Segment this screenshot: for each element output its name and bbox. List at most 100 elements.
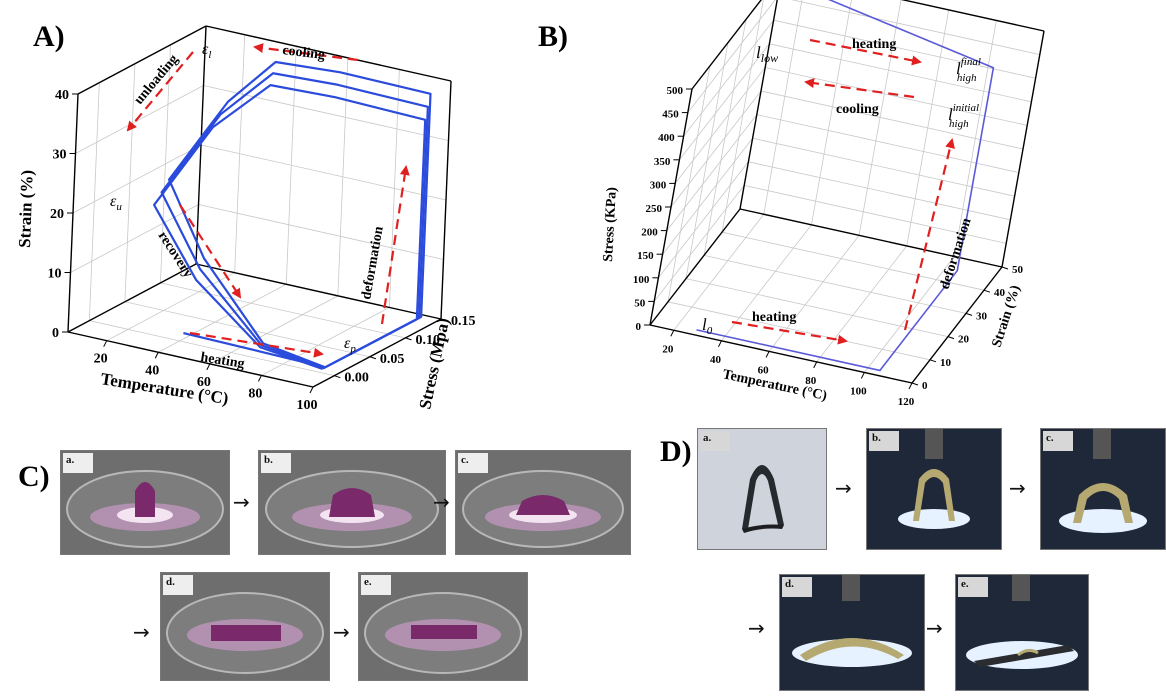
arrow-right: → [133,620,150,644]
photo-c-d: d. [160,572,330,681]
grid-line [673,214,765,331]
axis-line [195,25,207,265]
grid-line [756,114,1019,173]
label-epsilon-p: εp [344,335,356,355]
grid-line [674,67,766,184]
y-tick [983,289,991,293]
grid-line [721,231,985,291]
grid-line [667,301,931,361]
arrow-right: → [433,490,450,514]
grid-line [816,245,908,363]
x-tick-label: 120 [898,396,915,408]
z-tick-label: 0 [636,321,642,333]
label-cooling-b: cooling [836,102,879,117]
grid-line [200,144,447,201]
y-tick-label: 0.05 [380,352,405,367]
photo-c-b: b. [258,450,446,555]
y-tick [929,359,937,363]
photo-label: d. [782,577,812,597]
grid-line [261,307,390,376]
photo-label: e. [958,577,988,597]
axis-line [739,208,1003,268]
axis-line [195,263,442,320]
x-tick [154,352,159,359]
y-tick [1001,266,1009,270]
grid-line [687,0,776,113]
label-heating-b-top: heating [852,37,896,52]
photo-label: b. [261,453,291,473]
panel-label-c: C) [18,460,50,493]
axis-line [911,266,1003,384]
z-tick-label: 100 [633,274,650,286]
grid-line [679,43,770,161]
label-heating-a: heating [199,350,245,372]
arrow-deformation-b [903,138,955,331]
data-line [153,84,427,370]
arrow-unloading [126,51,194,132]
axis-line [649,208,741,326]
chart-b: 2040608010012001020304050050100150200250… [601,0,1045,408]
axis-line [900,0,1045,32]
strip-image [1041,429,1165,549]
x-tick-label: 80 [248,386,262,401]
label-heating-b-bottom: heating [752,310,796,325]
axis-line [1001,30,1045,268]
grid-line [765,67,1028,126]
y-tick-label: 0 [922,380,928,392]
y-tick [947,336,955,340]
photo-label: e. [361,575,391,595]
grid-line [773,19,1036,79]
grid-line [744,185,1007,244]
grid-line [70,204,199,273]
photo-d-e: e. [955,574,1089,691]
y-tick-label: 0.15 [451,314,476,329]
z-tick-label: 300 [650,179,667,191]
axis-line [440,80,452,320]
photo-d-c: c. [1040,428,1166,550]
label-deformation-a: deformation [359,225,387,301]
x-tick [813,361,818,369]
photo-d-b: b. [866,428,1002,550]
x-tick-label: 20 [662,343,674,355]
grid-line [685,278,949,337]
grid-line [752,137,1015,197]
arrow-right: → [835,476,852,500]
x-tick [309,386,314,394]
y-tick-label: 50 [1012,264,1024,276]
x-tick [257,375,262,382]
label-unloading: unloading [132,52,182,108]
arrow-heating-b-top [809,38,922,66]
x-tick-label: 60 [758,364,770,376]
panel-label-d: D) [660,435,692,468]
grid-line [791,0,1040,55]
arrow-right: → [233,490,250,514]
y-tick [369,356,377,360]
panel-label-a: A) [33,20,65,53]
axis-line [649,324,913,384]
arrow-right: → [333,620,350,644]
y-tick-label: 40 [994,287,1006,299]
data-line [167,60,432,369]
arrow-cooling [253,43,359,62]
grid-line [670,90,762,208]
label-lhigh-initial: linitial high [948,102,979,130]
arrow-deformation-a [380,165,410,325]
arrow-heating-b-bottom [731,320,848,345]
x-tick-label: 100 [297,398,318,413]
z-tick-label: 250 [646,203,663,215]
x-tick [860,372,865,379]
y-tick-label: 30 [976,310,988,322]
arrow-heating-a [189,331,324,358]
x-tick [206,363,211,371]
z-tick-label: 20 [50,207,64,222]
grid-line [198,204,444,260]
z-tick-label: 400 [658,132,675,144]
z-tick-label: 30 [53,148,67,163]
y-tick-label: 20 [958,334,970,346]
grid-line [72,144,202,214]
grid-line [89,320,335,377]
grid-line [763,0,803,215]
grid-line [721,224,812,342]
y-tick [965,312,973,316]
grid-line [769,43,1032,103]
